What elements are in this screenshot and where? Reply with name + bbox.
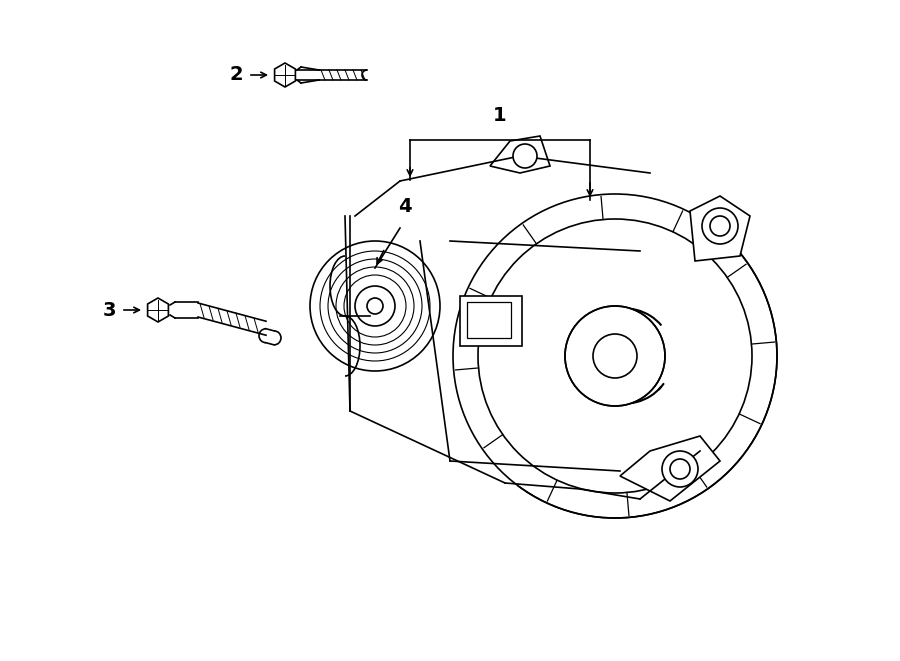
Polygon shape	[148, 298, 168, 322]
Text: 4: 4	[398, 197, 412, 216]
Polygon shape	[620, 436, 720, 501]
Text: 3: 3	[103, 301, 116, 319]
Polygon shape	[690, 196, 750, 261]
Circle shape	[355, 286, 395, 326]
Circle shape	[702, 208, 738, 244]
Text: 2: 2	[230, 65, 243, 85]
Circle shape	[453, 194, 777, 518]
Polygon shape	[343, 154, 735, 499]
Circle shape	[513, 144, 537, 168]
Polygon shape	[467, 302, 511, 338]
Circle shape	[565, 306, 665, 406]
Polygon shape	[340, 156, 720, 501]
Circle shape	[662, 451, 698, 487]
Polygon shape	[490, 136, 550, 173]
Polygon shape	[274, 63, 295, 87]
Circle shape	[310, 241, 440, 371]
Text: 1: 1	[493, 106, 507, 125]
Polygon shape	[460, 296, 522, 346]
